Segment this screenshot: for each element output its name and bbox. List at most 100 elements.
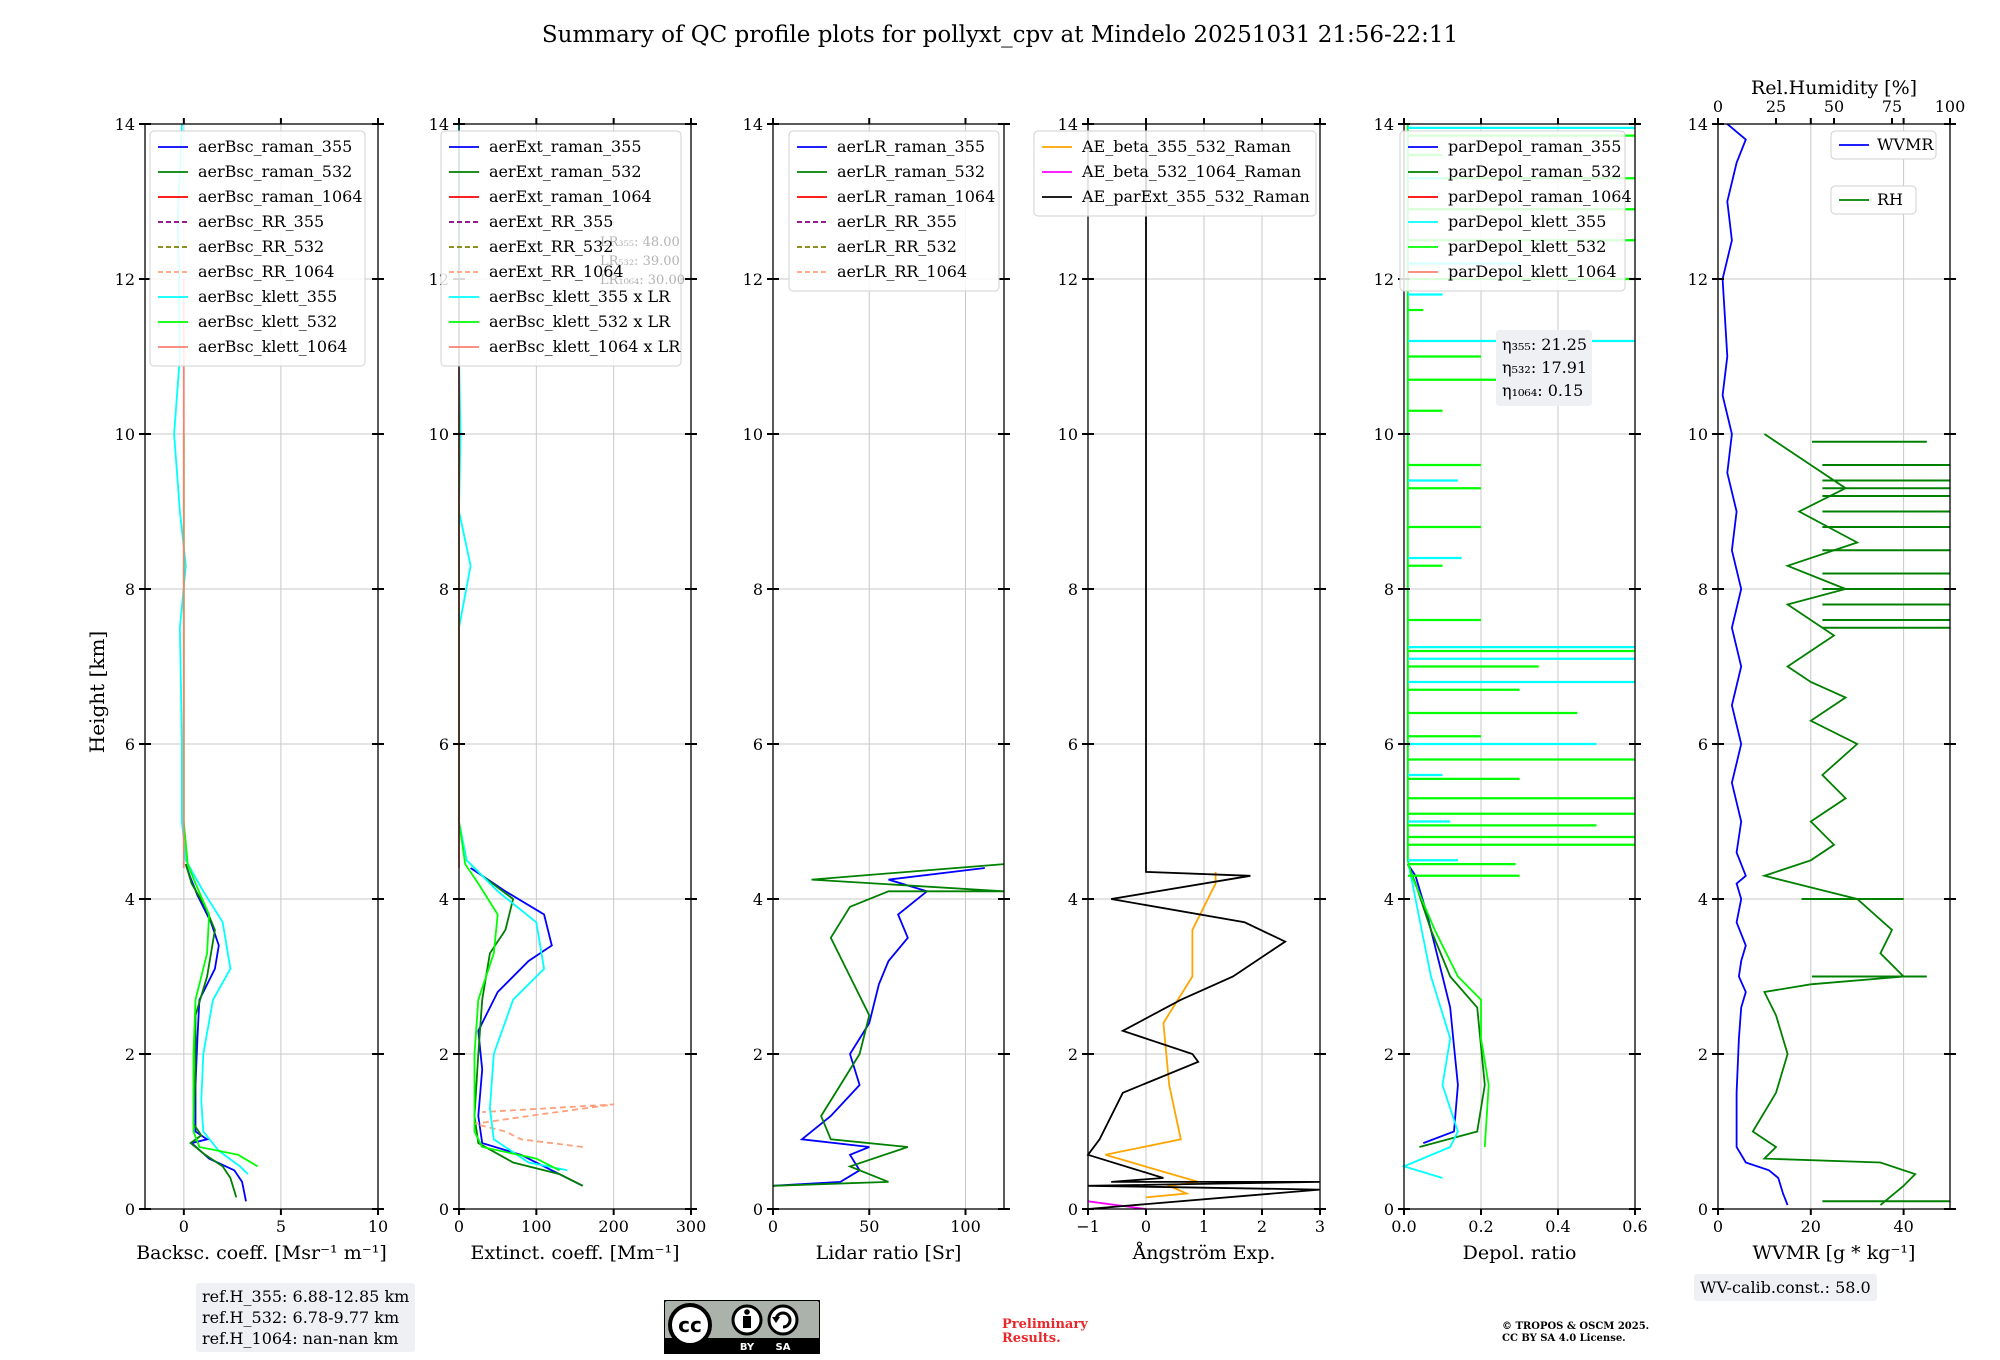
lr-note-line: LR₁₀₆₄: 30.00 (600, 273, 685, 288)
x-axis-label: Lidar ratio [Sr] (816, 1242, 962, 1264)
x-tick-label: −1 (1076, 1217, 1100, 1236)
lr-note-line: LR₃₅₅: 48.00 (600, 235, 680, 250)
legend-box (788, 130, 1000, 292)
top-axis-label: Rel.Humidity [%] (1751, 77, 1917, 99)
panel-lidar_ratio: 0 2 4 6 8 10 12 14 0 50 100 Lidar ratio [Sr] aerLR_r… (743, 115, 1010, 1264)
legend-entry: RH (1877, 190, 1903, 209)
x-tick-label: 0.6 (1622, 1217, 1647, 1236)
series-line-aerLR_raman_532 (772, 863, 1005, 1187)
cc-license-badge: cc BY SA (664, 1300, 820, 1354)
y-tick-label: 4 (125, 890, 135, 909)
legend-entry: aerLR_RR_532 (837, 237, 957, 256)
y-tick-label: 8 (1698, 580, 1708, 599)
cc-icon (668, 1303, 712, 1347)
y-tick-label: 12 (1058, 270, 1078, 289)
legend: aerBsc_raman_355 aerBsc_raman_532 aerBsc_r… (149, 130, 366, 367)
sa-label: SA (776, 1342, 791, 1353)
legend-box (1033, 130, 1317, 217)
y-tick-label: 10 (1688, 425, 1708, 444)
y-tick-label: 2 (1384, 1045, 1394, 1064)
series-group (1721, 123, 1950, 1206)
legend-entry: aerExt_RR_532 (489, 237, 613, 256)
y-tick-label: 14 (115, 115, 135, 134)
top-axis-tick-label: 75 (1882, 97, 1902, 116)
series-line-AE_parExt_355_532_Raman (1086, 124, 1321, 1210)
legend-box (1399, 130, 1626, 292)
y-tick-label: 0 (1068, 1200, 1078, 1219)
legend-entry: aerBsc_klett_532 x LR (489, 312, 671, 331)
x-tick-label: 0 (768, 1217, 778, 1236)
x-tick-label: 50 (859, 1217, 879, 1236)
copyright-note: © TROPOS & OSCM 2025. CC BY SA 4.0 Licen… (1502, 1321, 1649, 1345)
top-axis-tick-label: 0 (1713, 97, 1723, 116)
refh-532: ref.H_532: 6.78-9.77 km (202, 1308, 400, 1327)
eta-note-line: η₅₃₂: 17.91 (1502, 358, 1587, 377)
series-line-AE_beta_532_1064_Raman (1087, 1200, 1147, 1210)
legend-rh: RH (1830, 185, 1917, 215)
y-tick-label: 0 (753, 1200, 763, 1219)
legend: AE_beta_355_532_Raman AE_beta_532_1064_Ra… (1033, 130, 1317, 217)
series-line-RH (1751, 433, 1917, 1206)
legend-entry: aerBsc_klett_1064 (198, 337, 347, 356)
x-tick-label: 0.0 (1391, 1217, 1416, 1236)
legend-entry: parDepol_klett_355 (1448, 212, 1606, 231)
y-tick-label: 2 (125, 1045, 135, 1064)
legend-box (149, 130, 366, 367)
legend-entry: AE_beta_355_532_Raman (1081, 137, 1291, 156)
x-tick-label: 100 (950, 1217, 981, 1236)
copyright-line-2: CC BY SA 4.0 License. (1502, 1333, 1626, 1344)
series-line-parDepol_raman_532 (1406, 863, 1486, 1148)
y-tick-label: 4 (1068, 890, 1078, 909)
legend-entry: aerBsc_raman_532 (198, 162, 352, 181)
share-alike-icon (767, 1304, 799, 1336)
series-group (772, 863, 1005, 1187)
y-tick-label: 0 (1698, 1200, 1708, 1219)
y-tick-label: 6 (753, 735, 763, 754)
top-axis-tick-label: 50 (1824, 97, 1844, 116)
x-tick-label: 5 (276, 1217, 286, 1236)
figure-title: Summary of QC profile plots for pollyxt_… (541, 22, 1459, 48)
legend-box (440, 130, 682, 367)
legend-entry: aerBsc_raman_355 (198, 137, 352, 156)
x-axis-label: WVMR [g * kg⁻¹] (1753, 1242, 1916, 1264)
y-tick-label: 6 (125, 735, 135, 754)
y-tick-label: 8 (1384, 580, 1394, 599)
series-line-AE_beta_355_532_Raman (1105, 871, 1217, 1199)
x-tick-label: 10 (368, 1217, 388, 1236)
legend-box (1830, 130, 1937, 160)
y-tick-label: 0 (1384, 1200, 1394, 1219)
y-tick-label: 14 (743, 115, 763, 134)
legend-entry: AE_parExt_355_532_Raman (1081, 187, 1310, 206)
legend-entry: AE_beta_532_1064_Raman (1081, 162, 1301, 181)
x-tick-label: 3 (1315, 1217, 1325, 1236)
legend-entry: aerLR_raman_355 (837, 137, 985, 156)
y-tick-label: 14 (1374, 115, 1394, 134)
x-tick-label: 40 (1893, 1217, 1913, 1236)
y-tick-label: 4 (1384, 890, 1394, 909)
eta-note-box (1496, 330, 1592, 406)
series-line-aerExt_raman_532 (469, 863, 584, 1187)
y-tick-label: 8 (753, 580, 763, 599)
y-tick-label: 2 (1068, 1045, 1078, 1064)
x-tick-label: 1 (1199, 1217, 1209, 1236)
axes-frame (1403, 123, 1636, 1210)
x-axis-label: Extinct. coeff. [Mm⁻¹] (470, 1242, 679, 1264)
eta-note-line: η₃₅₅: 21.25 (1502, 335, 1587, 354)
legend-entry: aerBsc_raman_1064 (198, 187, 363, 206)
preliminary-line-1: Preliminary (1002, 1317, 1088, 1332)
x-tick-label: 2 (1257, 1217, 1267, 1236)
legend-entry: aerLR_raman_1064 (837, 187, 995, 206)
preliminary-line-2: Results. (1002, 1331, 1061, 1346)
y-tick-label: 14 (1058, 115, 1078, 134)
y-tick-label: 10 (1058, 425, 1078, 444)
legend-entry: aerBsc_klett_532 (198, 312, 337, 331)
legend-entry: aerLR_RR_1064 (837, 262, 967, 281)
legend-entry: parDepol_raman_532 (1448, 162, 1621, 181)
y-tick-label: 10 (1374, 425, 1394, 444)
axes-frame (458, 123, 692, 1210)
legend-entry: aerBsc_RR_1064 (198, 262, 334, 281)
legend-entry: aerExt_raman_355 (489, 137, 642, 156)
